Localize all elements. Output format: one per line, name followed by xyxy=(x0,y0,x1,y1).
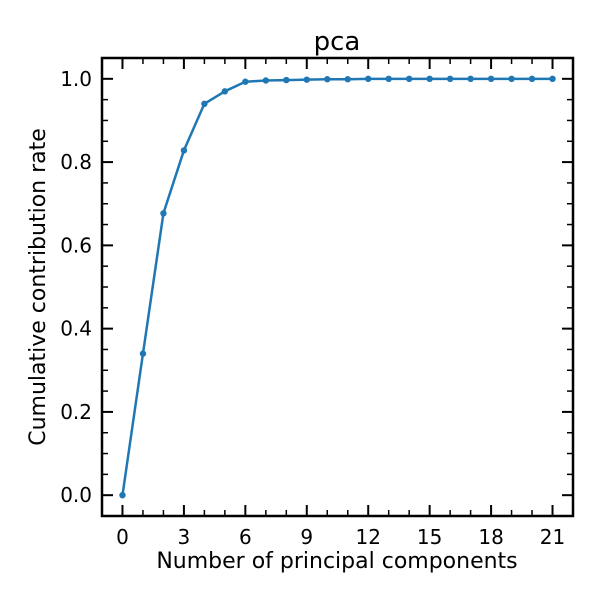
data-point xyxy=(549,75,556,83)
data-point xyxy=(201,100,208,108)
y-tick-label: 1.0 xyxy=(60,67,92,91)
y-tick-label: 0.2 xyxy=(60,400,92,424)
data-point xyxy=(119,491,126,499)
x-tick-label: 15 xyxy=(417,525,442,549)
x-tick-label: 9 xyxy=(300,525,313,549)
data-point xyxy=(405,75,413,83)
x-tick-label: 18 xyxy=(478,525,503,549)
x-tick-label: 3 xyxy=(178,525,191,549)
data-point xyxy=(324,76,331,83)
y-tick-label: 0.6 xyxy=(60,233,92,257)
data-point xyxy=(160,210,167,217)
data-point xyxy=(283,76,290,84)
data-point xyxy=(528,75,536,83)
x-tick-label: 12 xyxy=(355,525,380,549)
data-point xyxy=(426,75,433,83)
x-axis-label: Number of principal components xyxy=(156,549,517,574)
data-point xyxy=(262,77,270,84)
chart-title: pca xyxy=(314,27,361,57)
series-line xyxy=(121,77,553,496)
data-point xyxy=(385,75,392,83)
data-point xyxy=(242,78,249,85)
data-point xyxy=(344,76,351,83)
ticks xyxy=(101,58,574,516)
data-point xyxy=(508,75,515,83)
data-point xyxy=(139,350,147,357)
data-point xyxy=(487,75,495,83)
data-point xyxy=(446,75,454,83)
data-point xyxy=(180,147,188,154)
tick-labels: 0 3 6 9 12 15 18 21 0.0 0.2 0.4 0.6 0.8 1.0 xyxy=(60,67,565,549)
plot-frame xyxy=(100,56,575,518)
x-tick-label: 21 xyxy=(540,525,565,549)
y-axis-label: Cumulative contribution rate xyxy=(26,128,51,446)
series-layer xyxy=(119,75,556,499)
x-tick-label: 6 xyxy=(239,525,252,549)
y-tick-label: 0.4 xyxy=(60,317,92,341)
data-point xyxy=(303,76,310,83)
data-point xyxy=(221,88,229,95)
x-tick-label: 0 xyxy=(116,525,129,549)
y-tick-label: 0.8 xyxy=(60,150,92,174)
data-point xyxy=(365,75,372,83)
y-tick-label: 0.0 xyxy=(60,483,92,507)
data-point xyxy=(467,75,474,83)
